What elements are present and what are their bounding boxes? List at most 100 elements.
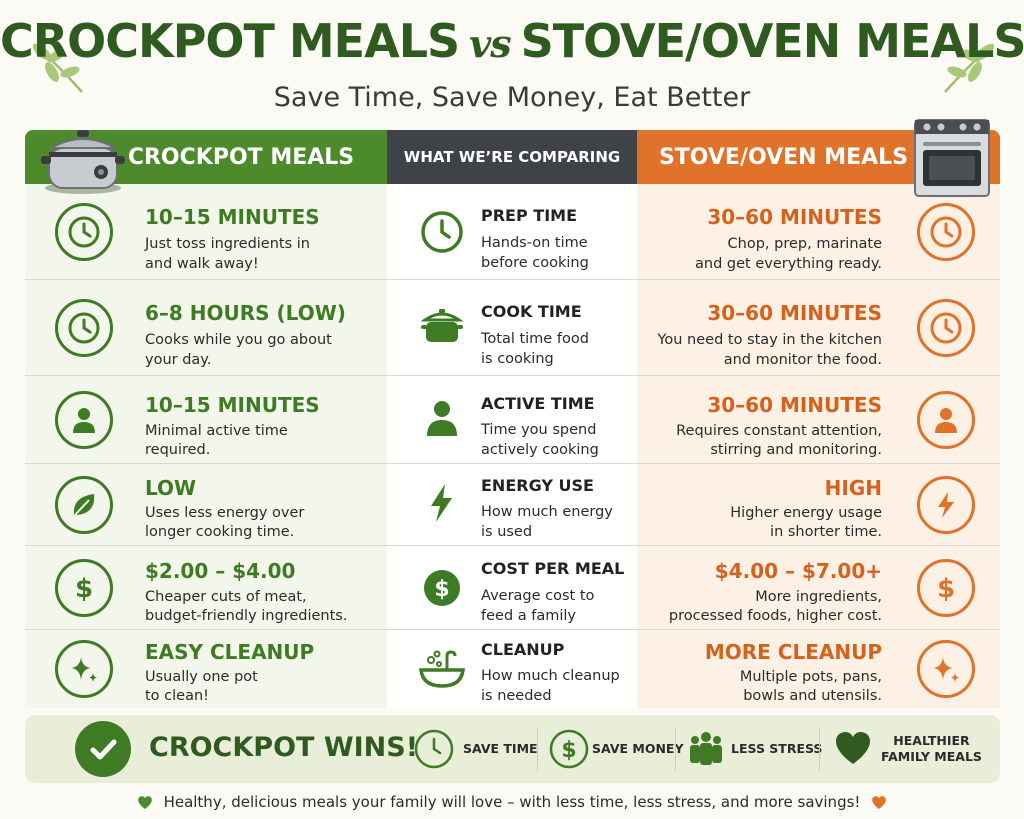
lightning-icon <box>917 476 975 534</box>
perk-label-line: FAMILY MEALS <box>881 749 982 764</box>
comparison-desc-line: How much energy <box>481 504 613 520</box>
svg-text:$: $ <box>434 577 449 602</box>
perk-label-line: HEALTHIER <box>893 733 970 748</box>
heart-icon <box>872 795 887 809</box>
stove-desc-line: Requires constant attention, <box>676 423 882 439</box>
sparkle-icon <box>917 640 975 698</box>
crockpot-desc-line: and walk away! <box>145 256 259 272</box>
stove-desc-line: and get everything ready. <box>695 256 882 272</box>
table-row: 10–15 MINUTES Minimal active time requir… <box>25 376 1000 464</box>
perk-healthier-meals: HEALTHIER FAMILY MEALS <box>833 715 982 783</box>
clock-icon <box>414 729 454 769</box>
oven-icon <box>914 119 990 197</box>
table-row: 6–8 HOURS (LOW) Cooks while you go about… <box>25 280 1000 376</box>
crockpot-value: 10–15 MINUTES <box>145 205 320 229</box>
crockpot-desc-line: required. <box>145 442 211 458</box>
title-right: STOVE/OVEN MEALS <box>520 14 1024 68</box>
clock-icon <box>55 203 113 261</box>
comparison-desc-line: is used <box>481 524 533 540</box>
crockpot-value: 10–15 MINUTES <box>145 393 320 417</box>
comparison-desc-line: feed a family <box>481 608 577 624</box>
lightning-icon <box>431 484 452 522</box>
stove-desc-line: bowls and utensils. <box>743 688 882 704</box>
stove-value: 30–60 MINUTES <box>707 205 882 229</box>
comparison-label: COOK TIME <box>481 302 582 321</box>
dollar-icon: $ <box>549 729 589 769</box>
title-vs: vs <box>469 21 511 66</box>
comparison-desc-line: Average cost to <box>481 588 595 604</box>
perk-less-stress: LESS STRESS <box>685 715 822 783</box>
stove-desc-line: More ingredients, <box>755 589 882 605</box>
crockpot-desc-line: Cheaper cuts of meat, <box>145 589 307 605</box>
title-left: CROCKPOT MEALS <box>0 14 460 68</box>
person-icon <box>427 401 457 436</box>
comparison-desc-line: is needed <box>481 688 552 704</box>
sparkle-icon <box>55 640 113 698</box>
pot-icon <box>420 309 464 342</box>
dollar-icon: $ <box>55 559 113 617</box>
stove-desc-line: Chop, prep, marinate <box>727 236 882 252</box>
table-row: LOW Uses less energy over longer cooking… <box>25 464 1000 546</box>
perk-label: LESS STRESS <box>731 741 823 756</box>
stove-value: 30–60 MINUTES <box>707 301 882 325</box>
perk-save-money: $ SAVE MONEY <box>548 715 684 783</box>
comparison-label: PREP TIME <box>481 206 577 225</box>
heart-icon <box>836 732 870 764</box>
page-title: CROCKPOT MEALS vs STOVE/OVEN MEALS <box>0 14 1024 68</box>
comparing-column-header: WHAT WE’RE COMPARING <box>387 130 637 184</box>
comparison-label: ACTIVE TIME <box>481 394 595 413</box>
crockpot-value: 6–8 HOURS (LOW) <box>145 301 346 325</box>
crockpot-value: EASY CLEANUP <box>145 640 315 664</box>
crockpot-wins-bar: CROCKPOT WINS! SAVE TIME $ SAVE MONEY LE… <box>25 715 1000 783</box>
table-row: EASY CLEANUP Usually one pot to clean! C… <box>25 630 1000 708</box>
footer: Healthy, delicious meals your family wil… <box>0 793 1024 811</box>
dollar-icon: $ <box>917 559 975 617</box>
crockpot-desc-line: Minimal active time <box>145 423 288 439</box>
svg-text:$: $ <box>561 738 576 763</box>
person-icon <box>917 391 975 449</box>
leaf-sprig-icon <box>944 43 995 93</box>
comparison-desc-line: before cooking <box>481 255 589 271</box>
perk-label: SAVE MONEY <box>592 741 684 756</box>
comparison-desc-line: is cooking <box>481 351 554 367</box>
stove-desc-line: and monitor the food. <box>723 352 882 368</box>
comparison-desc-line: Time you spend <box>481 422 597 438</box>
dollar-icon: $ <box>424 570 460 606</box>
stove-value: MORE CLEANUP <box>704 640 882 664</box>
crockpot-desc-line: longer cooking time. <box>145 524 295 540</box>
comparison-desc-line: Hands-on time <box>481 235 588 251</box>
stove-value: HIGH <box>824 476 882 500</box>
leaf-sprig-icon <box>32 43 83 93</box>
comparison-label: COST PER MEAL <box>481 559 625 578</box>
stove-desc-line: in shorter time. <box>770 524 882 540</box>
footer-text: Healthy, delicious meals your family wil… <box>163 793 861 811</box>
person-icon <box>55 391 113 449</box>
page-subtitle: Save Time, Save Money, Eat Better <box>273 82 751 113</box>
stove-desc-line: You need to stay in the kitchen <box>657 332 882 348</box>
crockpot-desc-line: Cooks while you go about <box>145 332 332 348</box>
comparison-desc-line: actively cooking <box>481 442 599 458</box>
table-row: $ $2.00 – $4.00 Cheaper cuts of meat, bu… <box>25 546 1000 630</box>
heart-icon <box>137 795 152 809</box>
crockpot-desc-line: budget-friendly ingredients. <box>145 608 348 624</box>
perk-label: SAVE TIME <box>463 741 538 756</box>
stove-desc-line: processed foods, higher cost. <box>668 608 882 624</box>
svg-text:$: $ <box>75 574 93 604</box>
crockpot-value: $2.00 – $4.00 <box>145 559 296 583</box>
leaf-icon <box>55 476 113 534</box>
stove-desc-line: stirring and monitoring. <box>710 442 882 458</box>
wins-title: CROCKPOT WINS! <box>149 732 419 763</box>
crockpot-desc-line: to clean! <box>145 688 209 704</box>
perk-save-time: SAVE TIME <box>413 715 538 783</box>
clock-icon <box>55 299 113 357</box>
crockpot-icon <box>41 130 125 194</box>
comparing-column-bg <box>387 184 637 708</box>
family-icon <box>690 732 722 765</box>
crockpot-desc-line: Just toss ingredients in <box>145 236 310 252</box>
comparison-desc-line: How much cleanup <box>481 668 620 684</box>
clock-icon <box>917 203 975 261</box>
crockpot-desc-line: Usually one pot <box>145 669 258 685</box>
comparison-label: CLEANUP <box>481 640 565 659</box>
crockpot-desc-line: your day. <box>145 352 212 368</box>
crockpot-desc-line: Uses less energy over <box>145 505 305 521</box>
